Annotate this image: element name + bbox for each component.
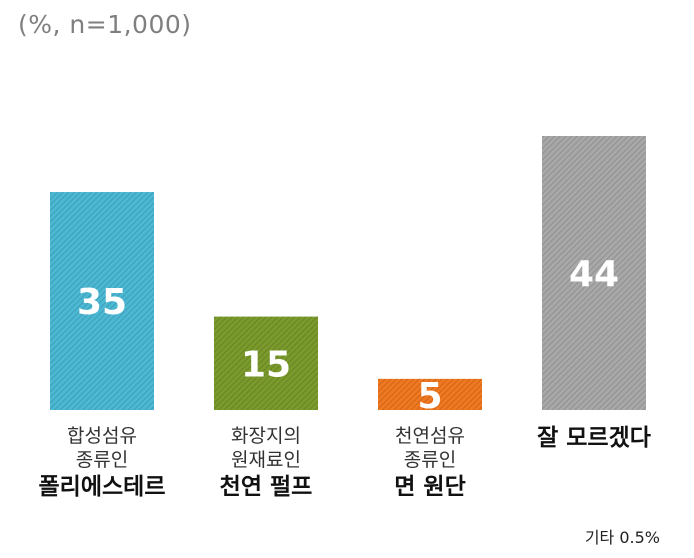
value-label-1: 35 [77,282,127,323]
value-label-3: 5 [417,376,442,417]
bar-3 [378,378,482,410]
category-label-line: 합성섬유 [67,425,137,447]
category-label-emphasis: 잘 모르겠다 [537,425,651,451]
category-label-2: 화장지의 원재료인 천연 펄프 [181,424,351,502]
category-label-line: 종류인 [403,449,457,472]
bar-1 [50,192,154,410]
value-label-2: 15 [241,344,291,385]
value-labels-group: 35 15 5 44 [77,254,619,417]
category-label-line: 화장지의 [231,425,301,447]
bar-2 [214,316,318,410]
category-label-3: 천연섬유 종류인 면 원단 [345,424,515,502]
bar-4 [542,136,646,410]
category-label-line: 천연섬유 [395,425,465,447]
unit-label: (%, n=1,000) [18,10,192,39]
footnote-other: 기타 0.5% [584,528,660,547]
category-label-emphasis: 폴리에스테르 [38,473,166,500]
value-label-4: 44 [569,254,619,295]
category-label-emphasis: 면 원단 [394,473,466,500]
category-label-4: 잘 모르겠다 [509,424,679,453]
category-label-1: 합성섬유 종류인 폴리에스테르 [17,424,187,502]
category-label-emphasis: 천연 펄프 [219,473,313,500]
bars-group [50,136,646,410]
category-label-line: 종류인 [75,449,129,472]
category-label-line: 원재료인 [231,449,301,472]
